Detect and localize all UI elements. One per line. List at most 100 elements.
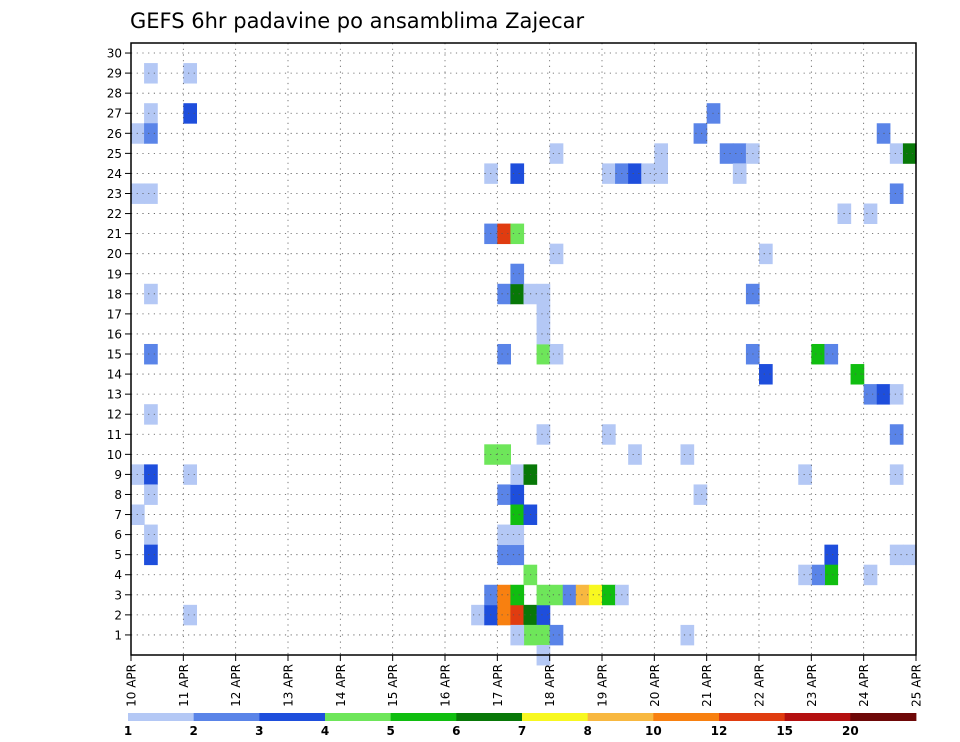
precip-cell: [732, 163, 747, 184]
y-tick-label: 9: [114, 468, 122, 482]
y-tick-label: 17: [107, 307, 122, 321]
precip-cell: [183, 63, 198, 84]
legend-label: 20: [842, 724, 859, 738]
precip-cell: [575, 584, 590, 606]
precip-cell: [471, 604, 485, 626]
legend-label: 1: [124, 724, 132, 738]
y-tick-label: 6: [114, 528, 122, 542]
y-tick-label: 19: [107, 267, 122, 281]
x-tick-label: 20 APR: [648, 664, 662, 707]
x-tick-label: 17 APR: [491, 664, 505, 707]
precip-cell: [497, 283, 512, 305]
precip-cell: [889, 544, 904, 566]
precip-cell: [863, 203, 878, 224]
precip-cell: [798, 564, 812, 586]
precip-cell: [497, 444, 512, 465]
precip-cell: [144, 103, 158, 124]
chart-title: GEFS 6hr padavine po ansamblima Zajecar: [130, 9, 585, 33]
precip-cell: [824, 343, 839, 365]
precip-cell: [144, 464, 158, 485]
precip-cell: [536, 283, 551, 305]
y-tick-label: 20: [107, 247, 122, 261]
y-tick-label: 16: [107, 327, 122, 341]
legend-swatch: [653, 713, 720, 721]
precip-cell: [719, 143, 734, 164]
precip-cell: [144, 63, 158, 84]
legend-label: 10: [645, 724, 662, 738]
y-tick-label: 22: [107, 207, 122, 221]
precip-cell: [798, 464, 812, 485]
precip-cell: [536, 323, 551, 345]
precip-cell: [602, 163, 616, 184]
legend: 1 2 3 4 5 6 7 8 10 12 15 20: [124, 713, 917, 738]
precip-cell: [510, 544, 525, 566]
y-tick-label: 3: [114, 588, 122, 602]
x-tick-label: 12 APR: [229, 664, 243, 707]
precip-cell: [510, 584, 525, 606]
y-tick-label: 25: [107, 147, 122, 161]
precip-cell: [536, 424, 551, 445]
precip-cell: [497, 584, 512, 606]
precip-cell: [536, 343, 551, 365]
precip-cell: [759, 243, 773, 265]
x-tick-label: 23 APR: [805, 664, 819, 707]
precip-cell: [889, 464, 904, 485]
x-axis: 10 APR 11 APR 12 APR 13 APR 14 APR 15 APR 16 A…: [125, 655, 924, 707]
precip-cell: [497, 604, 512, 626]
precip-cell: [497, 343, 512, 365]
y-tick-label: 23: [107, 187, 122, 201]
y-tick-label: 27: [107, 107, 122, 121]
precip-cell: [863, 564, 878, 586]
legend-swatch: [259, 713, 326, 721]
precip-cell: [144, 484, 158, 505]
x-tick-label: 24 APR: [857, 664, 871, 707]
precip-cell: [588, 584, 603, 606]
legend-swatch: [522, 713, 589, 721]
precip-cell: [183, 464, 198, 485]
y-tick-label: 18: [107, 287, 122, 301]
precip-cell: [641, 163, 655, 184]
legend-label: 15: [776, 724, 793, 738]
precip-cell: [693, 484, 708, 505]
precip-cell: [549, 143, 564, 164]
legend-label: 8: [583, 724, 591, 738]
x-tick-label: 22 APR: [753, 664, 767, 707]
legend-label: 12: [711, 724, 728, 738]
cells-layer: [131, 63, 917, 666]
x-tick-label: 18 APR: [543, 664, 557, 707]
x-tick-label: 25 APR: [910, 664, 924, 707]
legend-label: 5: [386, 724, 394, 738]
precip-cell: [693, 123, 708, 144]
y-tick-label: 28: [107, 87, 122, 101]
precip-cell: [144, 183, 158, 204]
precip-cell: [680, 444, 695, 465]
legend-swatch: [456, 713, 523, 721]
precip-cell: [602, 584, 616, 606]
precip-cell: [824, 564, 839, 586]
y-tick-label: 21: [107, 227, 122, 241]
plot-frame: [130, 42, 917, 656]
precip-cell: [510, 263, 525, 285]
precip-cell: [902, 544, 917, 566]
legend-label: 3: [255, 724, 263, 738]
y-tick-label: 24: [107, 167, 122, 181]
y-tick-label: 13: [107, 388, 122, 402]
precip-cell: [549, 624, 564, 646]
x-tick-label: 19 APR: [596, 664, 610, 707]
precip-cell: [889, 183, 904, 204]
y-tick-label: 11: [107, 428, 122, 442]
precip-cell: [497, 544, 512, 566]
legend-swatch: [719, 713, 786, 721]
precip-cell: [549, 584, 564, 606]
precip-cell: [889, 384, 904, 405]
precip-cell: [144, 283, 158, 305]
precip-cell: [183, 103, 198, 124]
precip-cell: [536, 604, 551, 626]
y-tick-label: 14: [107, 368, 122, 382]
precip-cell: [562, 584, 577, 606]
precip-cell: [510, 504, 525, 525]
precip-cell: [510, 283, 525, 305]
precip-cell: [628, 444, 642, 465]
y-tick-label: 15: [107, 348, 122, 362]
precip-cell: [811, 564, 826, 586]
